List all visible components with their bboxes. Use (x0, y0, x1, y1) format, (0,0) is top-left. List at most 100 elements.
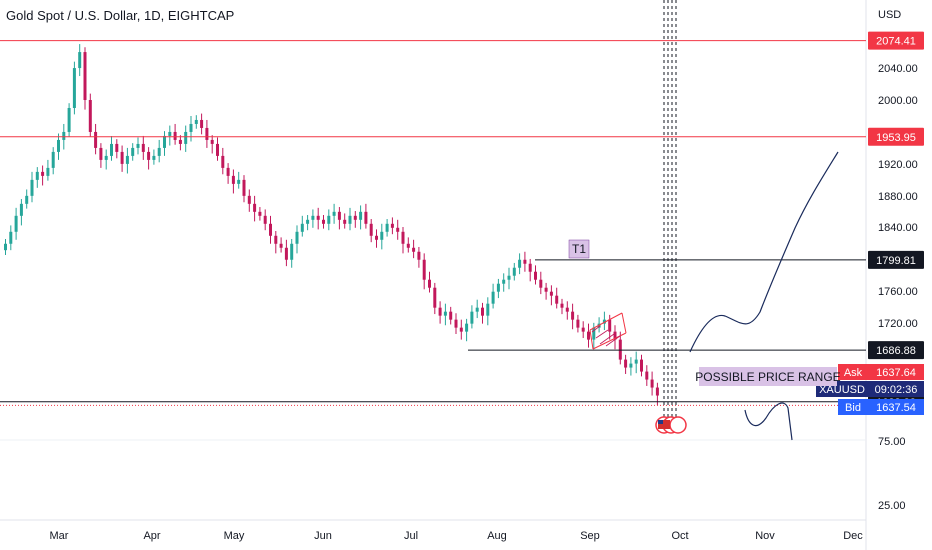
candle-body (624, 359, 628, 368)
candle-body (216, 143, 219, 156)
candle-body (555, 295, 559, 304)
candle-body (470, 311, 474, 324)
projection-curve-down (744, 402, 793, 441)
y-tick-label: 1920.00 (878, 159, 918, 171)
symbol-label: XAUUSD (819, 384, 865, 396)
candle-body (258, 211, 262, 216)
candle-body (438, 307, 442, 316)
candle-body (237, 179, 241, 184)
projection-curve-up (689, 151, 839, 353)
candle-body (178, 139, 182, 144)
candle-body (459, 327, 463, 332)
candle-body (401, 231, 405, 244)
candle-body (253, 203, 257, 212)
candle-body (221, 155, 225, 168)
flag-hatch (591, 325, 621, 347)
candle-body (507, 275, 511, 280)
y-tick-label: 2000.00 (878, 95, 918, 107)
candle-body (152, 155, 156, 160)
candle-body (57, 139, 60, 152)
candle-body (274, 235, 278, 244)
candle-body (608, 319, 612, 332)
candle-body (200, 119, 204, 128)
candle-body (417, 251, 421, 260)
candle-body (4, 243, 7, 251)
candle-body (131, 147, 135, 156)
candle-body (375, 235, 378, 240)
candle-body (565, 307, 569, 312)
candle-body (422, 259, 426, 280)
x-tick-label: Aug (487, 530, 507, 542)
candle-body (25, 195, 29, 204)
x-tick-label: Apr (143, 530, 160, 542)
ask-label: Ask (844, 367, 863, 379)
us-event-icon[interactable] (669, 416, 687, 434)
candle-body (136, 143, 140, 148)
candle-body (587, 331, 590, 340)
candle-body (163, 135, 166, 148)
candle-body (9, 231, 13, 244)
flag-channel (589, 312, 627, 350)
candle-body (380, 231, 384, 240)
candle-body (645, 371, 649, 380)
candle-body (83, 52, 87, 100)
symbol-value: 09:02:36 (875, 384, 918, 396)
candle-body (491, 291, 495, 304)
level-tag-label: 2074.41 (876, 36, 916, 48)
x-tick-label: Sep (580, 530, 600, 542)
candle-body (412, 247, 416, 252)
candle-body (528, 263, 532, 272)
candle-body (539, 279, 543, 288)
candle-body (263, 215, 267, 224)
candle-body (544, 287, 548, 292)
candle-body (576, 319, 580, 328)
candle-body (396, 227, 400, 232)
t1-annotation-box (568, 239, 590, 259)
chart-title: Gold Spot / U.S. Dollar, 1D, EIGHTCAP (6, 8, 235, 23)
candle-body (226, 167, 230, 176)
candle-body (210, 139, 214, 144)
candle-body (35, 171, 39, 180)
candle-body (634, 359, 638, 364)
bid-value-box (868, 399, 924, 415)
level-tag (868, 31, 924, 50)
candle-body (110, 143, 113, 156)
y-tick-label: 75.00 (878, 436, 906, 448)
candle-body (364, 211, 368, 224)
candle-body (184, 131, 188, 144)
candle-body (369, 223, 373, 236)
symbol-value-box (868, 381, 924, 397)
candle-body (502, 279, 506, 284)
candle-body (306, 219, 310, 224)
level-tag-label: 1799.81 (876, 255, 916, 267)
candle-body (72, 68, 76, 108)
candle-body (629, 363, 633, 368)
currency-label: USD (878, 9, 901, 21)
candle-body (353, 215, 357, 220)
candle-body (62, 131, 66, 140)
candle-body (279, 243, 283, 248)
ask-value: 1637.64 (876, 367, 916, 379)
bid-value: 1637.54 (876, 402, 916, 414)
candle-body (390, 223, 394, 228)
candle-body (523, 259, 527, 264)
candle-body (120, 151, 124, 164)
us-flag-icon (658, 420, 670, 429)
candle-body (125, 155, 129, 164)
level-tag-label: 1953.95 (876, 132, 916, 144)
candle-body (332, 211, 336, 216)
candle-body (78, 52, 82, 69)
y-tick-label: 2040.00 (878, 63, 918, 75)
candle-body (189, 123, 193, 132)
y-tick-label: 1720.00 (878, 318, 918, 330)
candle-body (592, 327, 596, 340)
candle-body (205, 127, 209, 140)
candle-body (247, 195, 251, 204)
candle-body (406, 243, 410, 248)
candle-body (602, 319, 606, 324)
x-tick-label: Mar (50, 530, 69, 542)
candle-body (475, 307, 479, 312)
candle-body (19, 203, 23, 216)
candle-body (655, 387, 659, 396)
